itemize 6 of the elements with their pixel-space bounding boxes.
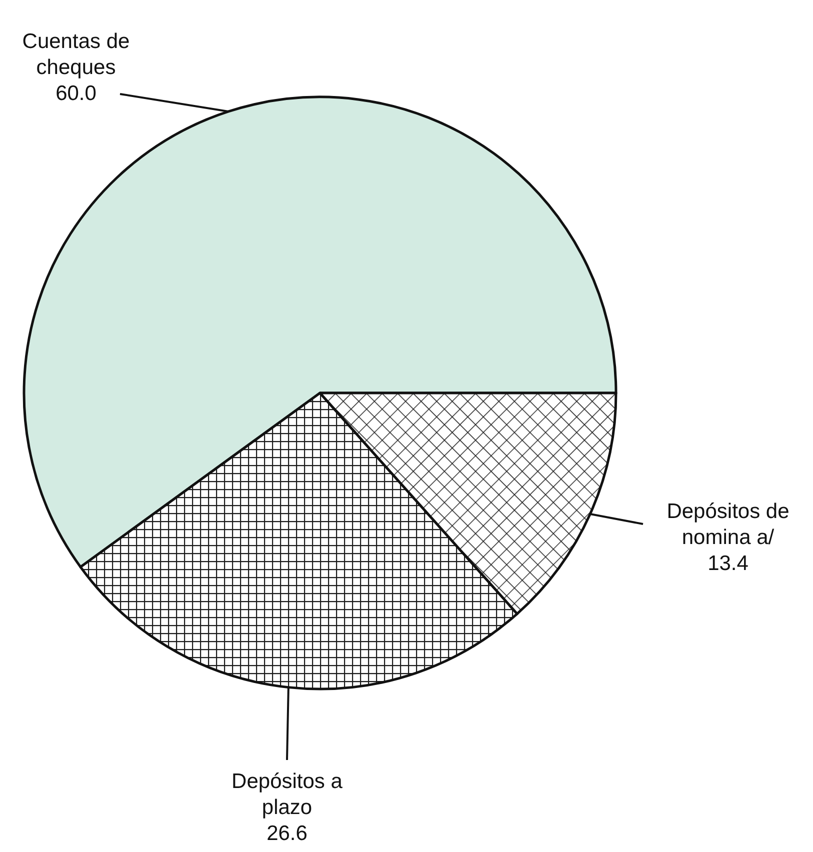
slice-label: Depósitos a plazo: [232, 770, 343, 819]
data-label: 60.0: [56, 82, 96, 105]
data-label: 13.4: [708, 552, 749, 575]
data-label: 26.6: [266, 822, 308, 845]
slice-label: Cuentas de cheques: [22, 30, 130, 79]
slice-label: Depósitos de nomina a/: [666, 500, 790, 549]
